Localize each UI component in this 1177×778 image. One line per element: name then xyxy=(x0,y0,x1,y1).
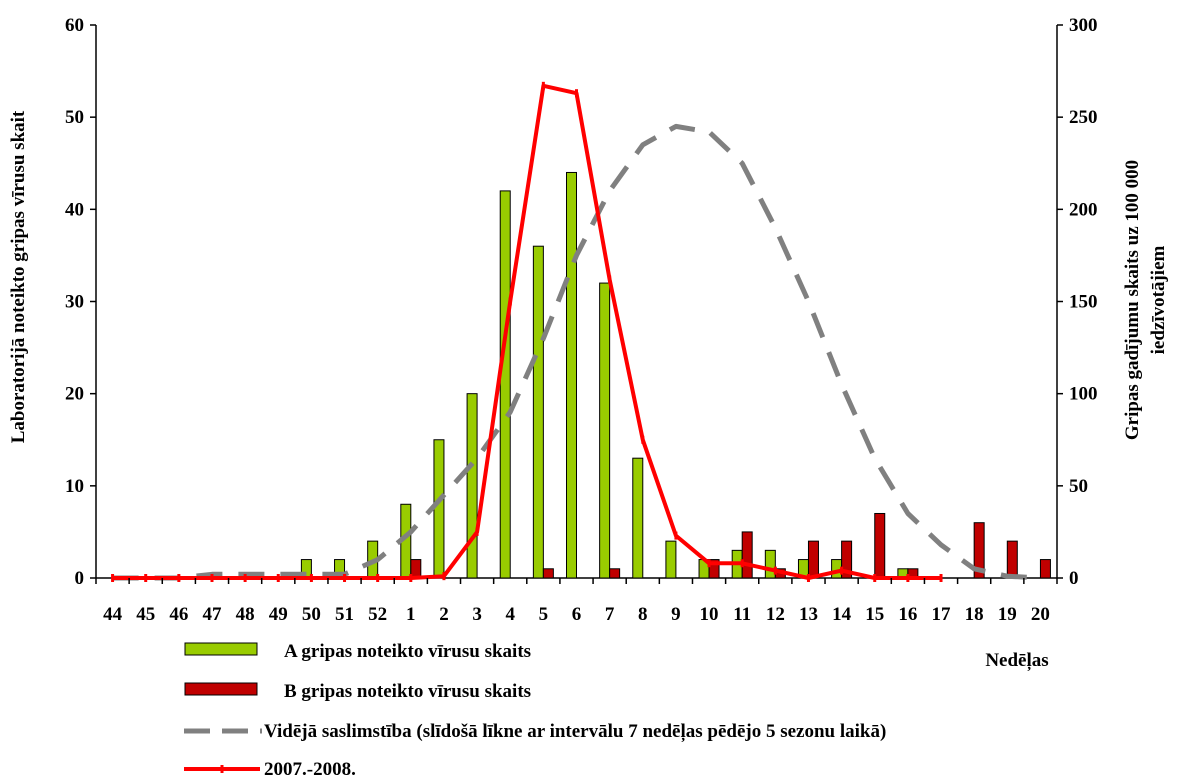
series-line-2007-2008 xyxy=(112,83,941,580)
x-tick-label: 45 xyxy=(136,604,155,625)
x-tick-label: 6 xyxy=(572,604,582,625)
legend-label: B gripas noteikto vīrusu skaits xyxy=(284,681,531,702)
y2-tick-label: 250 xyxy=(1069,107,1098,128)
y2-axis-title-line2: iedzīvotājiem xyxy=(1148,245,1169,354)
y-tick-label: 0 xyxy=(75,568,85,589)
bar-b xyxy=(841,540,853,579)
bar-b xyxy=(1039,559,1051,579)
bar-a xyxy=(532,245,544,579)
bar-a xyxy=(433,439,445,579)
bar-b xyxy=(542,568,554,579)
y2-tick-label: 150 xyxy=(1069,292,1098,313)
x-tick-label: 12 xyxy=(766,604,785,625)
bar-a xyxy=(599,282,611,579)
x-tick-label: 7 xyxy=(605,604,615,625)
x-tick-label: 4 xyxy=(505,604,515,625)
legend-label: A gripas noteikto vīrusu skaits xyxy=(284,641,531,662)
y2-tick-label: 200 xyxy=(1069,199,1098,220)
x-tick-label: 2 xyxy=(439,604,449,625)
bar-a xyxy=(632,457,644,579)
y-tick-label: 60 xyxy=(65,15,84,36)
x-tick-label: 19 xyxy=(998,604,1017,625)
x-tick-label: 8 xyxy=(638,604,648,625)
bar-b xyxy=(807,540,819,579)
bar-a xyxy=(764,549,776,579)
bar-a xyxy=(665,540,677,579)
x-tick-label: 9 xyxy=(671,604,681,625)
x-tick-label: 18 xyxy=(965,604,984,625)
x-tick-label: 13 xyxy=(799,604,818,625)
legend-label: 2007.-2008. xyxy=(264,759,356,778)
bar-b xyxy=(1006,540,1018,579)
y-tick-label: 50 xyxy=(65,107,84,128)
x-tick-label: 3 xyxy=(472,604,482,625)
x-axis-title: Nedēļas xyxy=(985,650,1048,671)
y-tick-label: 10 xyxy=(65,476,84,497)
x-tick-label: 50 xyxy=(302,604,321,625)
bar-b xyxy=(874,512,886,579)
bar-a xyxy=(466,393,478,579)
bar-b xyxy=(708,559,720,579)
legend: A gripas noteikto vīrusu skaits B gripas … xyxy=(184,641,886,778)
x-tick-label: 11 xyxy=(733,604,751,625)
x-tick-label: 14 xyxy=(832,604,852,625)
x-tick-label: 47 xyxy=(202,604,222,625)
x-tick-label: 17 xyxy=(932,604,952,625)
x-tick-label: 10 xyxy=(700,604,719,625)
bar-a xyxy=(566,171,577,579)
series-line-average xyxy=(112,123,1041,581)
y2-tick-label: 50 xyxy=(1069,476,1088,497)
x-tick-label: 5 xyxy=(539,604,549,625)
y-tick-label: 30 xyxy=(65,292,84,313)
legend-swatch xyxy=(184,642,258,656)
x-tick-label: 49 xyxy=(269,604,288,625)
bar-b xyxy=(609,568,621,579)
bars xyxy=(300,171,1051,579)
x-tick-label: 48 xyxy=(236,604,255,625)
x-tick-label: 1 xyxy=(406,604,416,625)
legend-label: Vidējā saslimstība (slīdošā līkne ar int… xyxy=(264,721,886,742)
y-tick-label: 40 xyxy=(65,199,84,220)
y2-tick-label: 100 xyxy=(1069,384,1098,405)
x-tick-label: 16 xyxy=(898,604,917,625)
lines xyxy=(111,81,1041,582)
y-tick-label: 20 xyxy=(65,384,84,405)
x-tick-label: 52 xyxy=(368,604,387,625)
x-tick-label: 44 xyxy=(103,604,123,625)
y2-tick-label: 300 xyxy=(1069,15,1098,36)
legend-swatch xyxy=(184,682,258,696)
y2-axis-title-line1: Gripas gadījumu skaits uz 100 000 xyxy=(1122,160,1143,440)
x-tick-label: 20 xyxy=(1031,604,1050,625)
bar-b xyxy=(741,531,753,579)
y-axis-title: Laboratorijā noteikto gripas vīrusu skai… xyxy=(8,110,29,443)
bar-a xyxy=(499,190,511,579)
x-tick-label: 46 xyxy=(169,604,188,625)
y2-tick-label: 0 xyxy=(1069,568,1079,589)
bar-b xyxy=(973,522,985,579)
x-tick-label: 15 xyxy=(865,604,884,625)
x-tick-label: 51 xyxy=(335,604,354,625)
